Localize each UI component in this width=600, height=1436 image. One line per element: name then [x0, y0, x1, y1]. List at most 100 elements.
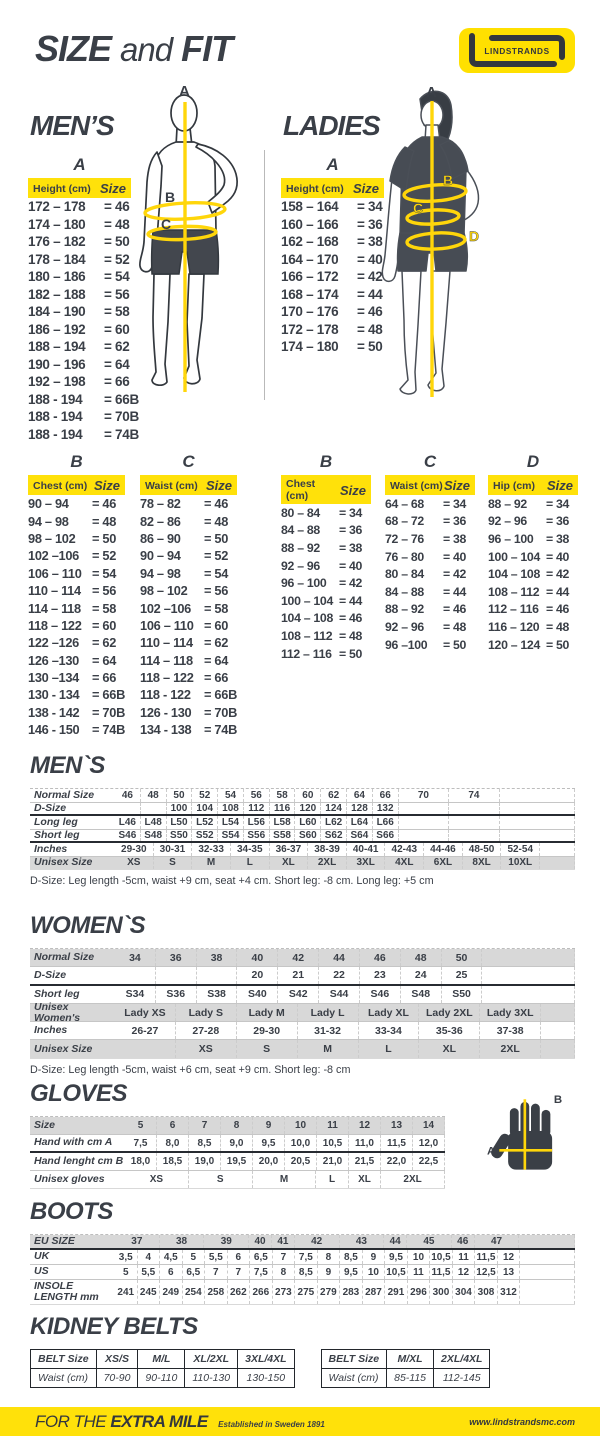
section-divider [264, 150, 265, 400]
table-header-row: BELT Size M/XL 2XL/4XL [320, 1349, 491, 1369]
table-cell [115, 1040, 176, 1058]
table-cell: 46 [452, 1235, 475, 1248]
range-value: 100 – 104 [488, 549, 541, 564]
table-row: 138 - 142 = 70B [28, 704, 138, 721]
range-value: 118 – 122 [140, 670, 194, 686]
range-value: 160 – 166 [281, 216, 339, 232]
table-cell [519, 1235, 575, 1248]
row-label: Hand lenght cm B [34, 1154, 124, 1167]
table-cell: 11,5 [381, 1135, 413, 1151]
table-cell: 11 [317, 1117, 349, 1134]
table-row: Hand with cm A 7,5 8,0 8,5 9,0 9,5 10,0 10,5 11,… [30, 1135, 445, 1153]
table-cell [399, 829, 450, 841]
table-cell: 5,5 [205, 1250, 228, 1264]
row-label: EU SIZE [34, 1234, 75, 1247]
table-header: Chest (cm) Size [281, 475, 371, 504]
range-value: 80 – 84 [385, 567, 424, 582]
table-header-row: BELT Size XS/S M/L XL/2XL 3XL/4XL [30, 1349, 295, 1369]
table-cell: 52 [192, 789, 219, 802]
size-value: = 70B [204, 704, 238, 720]
table-row: 88 – 92 = 38 [281, 539, 376, 557]
size-value: = 64 [104, 356, 130, 372]
table-row: Hand lenght cm B 18,0 18,5 19,0 19,5 20,0 20,5… [30, 1153, 445, 1171]
table-row: 82 – 86 = 48 [140, 512, 250, 529]
table-cell: S46 [360, 985, 401, 1003]
range-value: 88 – 92 [281, 540, 320, 555]
table-cell: 38-39 [308, 843, 347, 856]
range-value: 188 – 194 [28, 339, 86, 355]
mens-section-title: MEN’S [30, 110, 115, 141]
table-cell: 9,5 [385, 1250, 408, 1264]
footer-website-link[interactable]: www.lindstrandsmc.com [469, 1416, 575, 1427]
header-measure-label: Waist (cm) [145, 479, 198, 492]
column-letter: A [326, 155, 339, 174]
table-cell [500, 789, 576, 802]
table-cell: 10,0 [285, 1135, 317, 1151]
table-cell: 42 [295, 1235, 340, 1248]
table-cell: L52 [192, 816, 219, 829]
size-value: = 36 [339, 523, 363, 538]
table-cell: 100 [167, 802, 193, 814]
table-cell: Lady L [298, 1003, 359, 1022]
table-cell: S34 [115, 985, 156, 1003]
table-row: 118 – 122 = 66 [140, 669, 250, 686]
table-cell: XS [176, 1040, 237, 1058]
table-cell: 38 [197, 949, 238, 967]
header-cell: BELT Size [320, 1349, 388, 1369]
size-value: = 34 [357, 199, 383, 215]
table-cell: 25 [442, 967, 483, 984]
table-cell: S44 [319, 985, 360, 1003]
table-cell: Lady 2XL [419, 1003, 481, 1022]
table-row: 96 –100 = 50 [385, 636, 480, 654]
table-row: 92 – 96 = 48 [385, 618, 480, 636]
table-row: 186 – 192 = 60 [28, 321, 163, 339]
table-cell: 5 [115, 1265, 138, 1279]
table-cell: 50 [442, 949, 483, 967]
mens-figure-label-a: A [179, 83, 190, 100]
table-row: 122 –126 = 62 [28, 634, 138, 651]
column-letter: B [319, 452, 333, 471]
table-cell: 40-41 [347, 843, 386, 856]
table-cell: 7,5 [125, 1135, 157, 1151]
table-row: 102 –106 = 58 [140, 599, 250, 616]
table-cell: S54 [218, 829, 244, 841]
size-value: = 66 [92, 670, 117, 686]
table-row: 104 – 108 = 42 [488, 565, 583, 583]
column-letter: A [73, 155, 86, 174]
header-cell: 3XL/4XL [237, 1349, 295, 1369]
table-row: 116 – 120 = 48 [488, 618, 583, 636]
table-cell: 37-38 [480, 1022, 542, 1040]
table-row: Unisex Size XS S M L XL 2XL [30, 1040, 576, 1059]
table-cell: S48 [141, 829, 167, 841]
table-cell: 35-36 [419, 1022, 481, 1040]
table-cell: 130-150 [237, 1368, 295, 1388]
table-cell: S60 [295, 829, 322, 841]
table-cell: S50 [442, 985, 483, 1003]
size-value: = 64 [92, 652, 117, 668]
table-cell: 54 [218, 789, 244, 802]
table-cell: 308 [475, 1280, 498, 1304]
size-value: = 42 [357, 269, 383, 285]
table-cell [482, 985, 576, 1003]
header-size-label: Size [93, 478, 120, 493]
range-value: 110 – 114 [140, 635, 193, 651]
size-value: = 54 [104, 269, 130, 285]
range-value: 90 – 94 [140, 548, 181, 564]
table-cell: M [298, 1040, 359, 1058]
header-cell: M/L [137, 1349, 186, 1369]
size-value: = 50 [443, 637, 467, 652]
table-cell [449, 816, 500, 829]
mens-height-table: A Height (cm) Size 172 – 178 = 46 174 – 180 = … [28, 155, 163, 443]
table-cell: Lady XS [115, 1003, 176, 1022]
boots-title: BOOTS [30, 1198, 113, 1225]
table-row: 108 – 112 = 48 [281, 627, 376, 645]
table-row: 96 – 100 = 38 [488, 530, 583, 548]
table-cell: 116 [270, 802, 296, 814]
range-value: 180 – 186 [28, 269, 86, 285]
table-cell: 12 [498, 1250, 521, 1264]
table-cell [197, 967, 238, 984]
table-cell: 273 [273, 1280, 296, 1304]
row-label: Inches [34, 1024, 68, 1037]
table-cell: 6 [228, 1250, 251, 1264]
